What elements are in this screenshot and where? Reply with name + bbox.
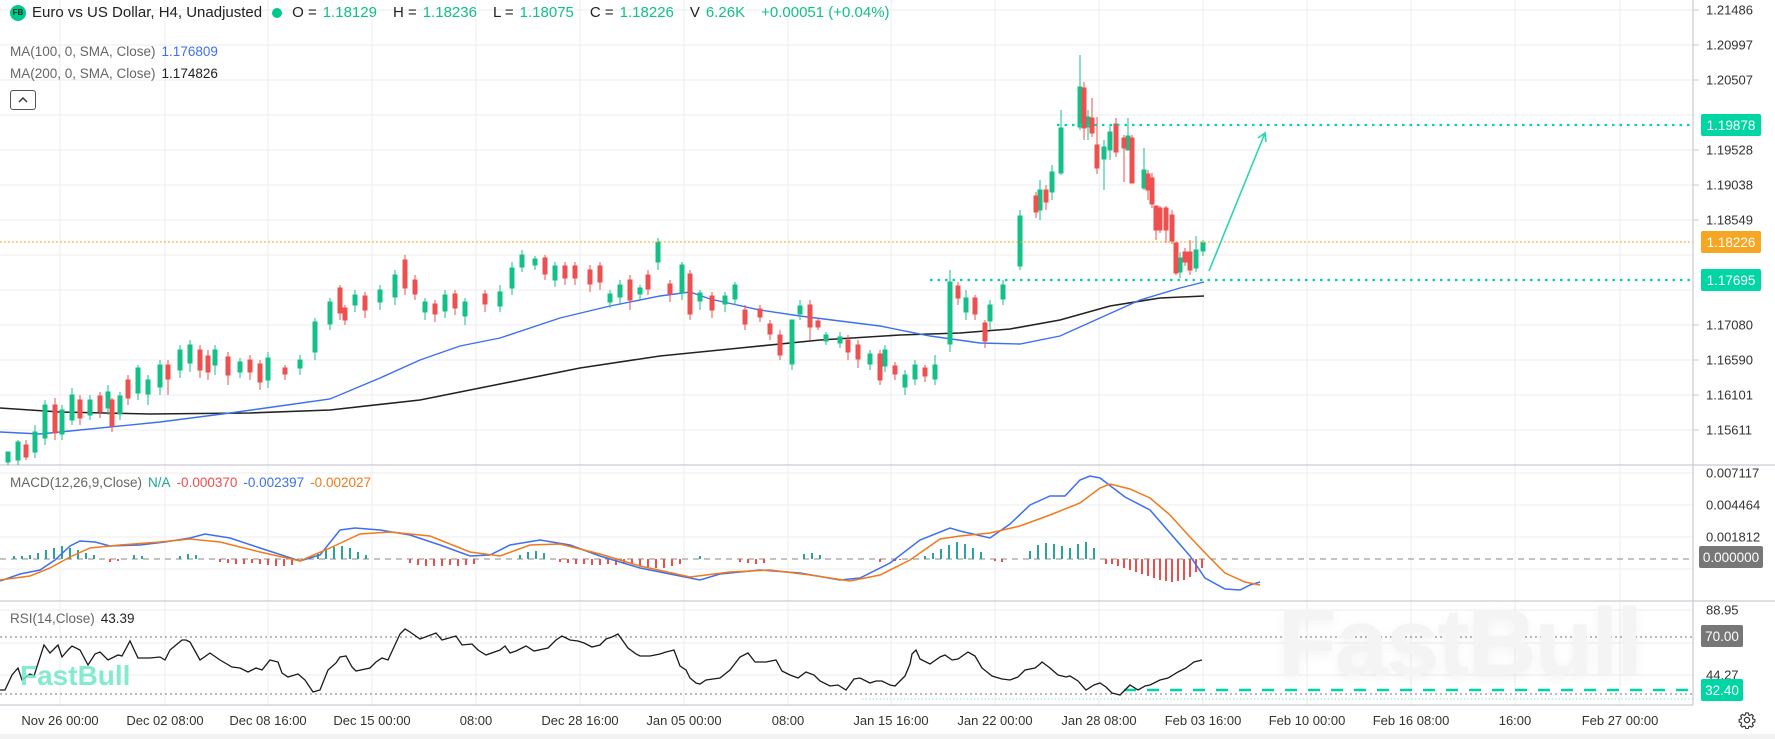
price-tick: 1.20507 <box>1706 72 1753 88</box>
macd-value-na: N/A <box>148 475 171 490</box>
open-label: O = <box>292 4 317 21</box>
ma100-legend[interactable]: MA(100, 0, SMA, Close) 1.176809 <box>10 44 218 59</box>
chevron-up-icon <box>18 97 28 103</box>
time-tick: Feb 10 00:00 <box>1268 713 1346 728</box>
price-tick: 1.21486 <box>1706 2 1753 18</box>
pane-dividers <box>0 0 1775 706</box>
close-label: C = <box>589 4 614 21</box>
rsi-line <box>0 628 1203 696</box>
symbol-legend: FB Euro vs US Dollar, H4, Unadjusted O =… <box>10 4 890 21</box>
price-tick: 1.19038 <box>1706 177 1753 193</box>
macd-signal-line <box>0 483 1261 586</box>
price-tick: 1.16590 <box>1706 352 1753 368</box>
macd-tick: 0.001812 <box>1706 529 1761 545</box>
price-tick: 1.15611 <box>1706 422 1753 438</box>
rsi-tick: 44.27 <box>1706 667 1739 683</box>
time-tick: Dec 08 16:00 <box>229 713 307 728</box>
macd-line-value: -0.002397 <box>243 475 305 490</box>
time-tick: Feb 27 00:00 <box>1581 713 1659 728</box>
change-value: +0.00051 (+0.04%) <box>761 4 890 21</box>
upward-arrow <box>1208 131 1267 272</box>
low-label: L = <box>492 4 514 21</box>
macd-histogram <box>13 542 1203 582</box>
macd-legend[interactable]: MACD(12,26,9,Close) N/A -0.000370 -0.002… <box>10 475 371 490</box>
price-tick: 1.16101 <box>1706 387 1753 403</box>
collapse-legend-button[interactable] <box>10 90 36 110</box>
watermark-small: FastBull <box>20 660 131 691</box>
high-label: H = <box>392 4 417 21</box>
time-tick: Jan 15 16:00 <box>853 713 929 728</box>
price-tick: 1.17080 <box>1706 317 1753 333</box>
ma100-label: MA(100, 0, SMA, Close) <box>10 44 156 59</box>
time-tick: Dec 28 16:00 <box>541 713 619 728</box>
macd-tick: 0.007117 <box>1706 465 1760 481</box>
macd-histogram-value: -0.000370 <box>176 475 238 490</box>
ma200-label: MA(200, 0, SMA, Close) <box>10 66 156 81</box>
macd-tick: 0.004464 <box>1706 497 1761 513</box>
macd-zero-tag: 0.000000 <box>1699 546 1763 568</box>
time-tick: Nov 26 00:00 <box>21 713 99 728</box>
ma200-legend[interactable]: MA(200, 0, SMA, Close) 1.174826 <box>10 66 218 81</box>
volume-label: V <box>689 4 700 21</box>
candles <box>5 55 1206 465</box>
vertical-gridlines <box>59 0 1621 705</box>
settings-gear-icon[interactable] <box>1738 711 1756 729</box>
macd-signal-value: -0.002027 <box>310 475 371 490</box>
time-tick: Jan 28 08:00 <box>1061 713 1137 728</box>
current-price-tag: 1.18226 <box>1701 231 1761 253</box>
time-tick: 16:00 <box>1498 713 1532 728</box>
time-tick: Dec 02 08:00 <box>126 713 204 728</box>
macd-line <box>0 475 1261 591</box>
rsi-overbought-tag: 70.00 <box>1701 625 1743 647</box>
rsi-legend[interactable]: RSI(14,Close) 43.39 <box>10 611 135 626</box>
price-tick: 1.18549 <box>1706 212 1753 228</box>
rsi-tick: 88.95 <box>1706 602 1739 618</box>
time-tick: Jan 22 00:00 <box>957 713 1033 728</box>
price-tick: 1.20997 <box>1706 37 1753 53</box>
open-value: 1.18129 <box>322 4 377 21</box>
time-tick: Feb 03 16:00 <box>1164 713 1242 728</box>
time-tick: 08:00 <box>771 713 805 728</box>
rsi-current-tag: 32.40 <box>1701 679 1743 701</box>
ma100-value: 1.176809 <box>161 44 218 59</box>
footer-strip <box>0 734 1775 739</box>
macd-label: MACD(12,26,9,Close) <box>10 475 143 490</box>
close-value: 1.18226 <box>619 4 674 21</box>
horizontal-gridlines <box>0 9 1693 676</box>
time-tick: Feb 16 08:00 <box>1372 713 1450 728</box>
fastbull-logo-icon: FB <box>10 4 26 21</box>
rsi-value: 43.39 <box>100 611 135 626</box>
rsi-label: RSI(14,Close) <box>10 611 95 626</box>
resistance-price-tag: 1.19878 <box>1701 114 1761 136</box>
support-price-tag: 1.17695 <box>1701 269 1761 291</box>
ma200-value: 1.174826 <box>161 66 218 81</box>
time-tick: Dec 15 00:00 <box>333 713 411 728</box>
symbol-title[interactable]: Euro vs US Dollar, H4, Unadjusted <box>32 4 263 21</box>
time-tick: 08:00 <box>459 713 493 728</box>
low-value: 1.18075 <box>519 4 574 21</box>
volume-value: 6.26K <box>705 4 746 21</box>
ma100-line <box>0 281 1205 435</box>
watermark-large: FastBull <box>1278 589 1643 696</box>
high-value: 1.18236 <box>422 4 477 21</box>
time-tick: Jan 05 00:00 <box>646 713 722 728</box>
live-status-icon <box>272 7 283 18</box>
price-tick: 1.19528 <box>1706 142 1753 158</box>
